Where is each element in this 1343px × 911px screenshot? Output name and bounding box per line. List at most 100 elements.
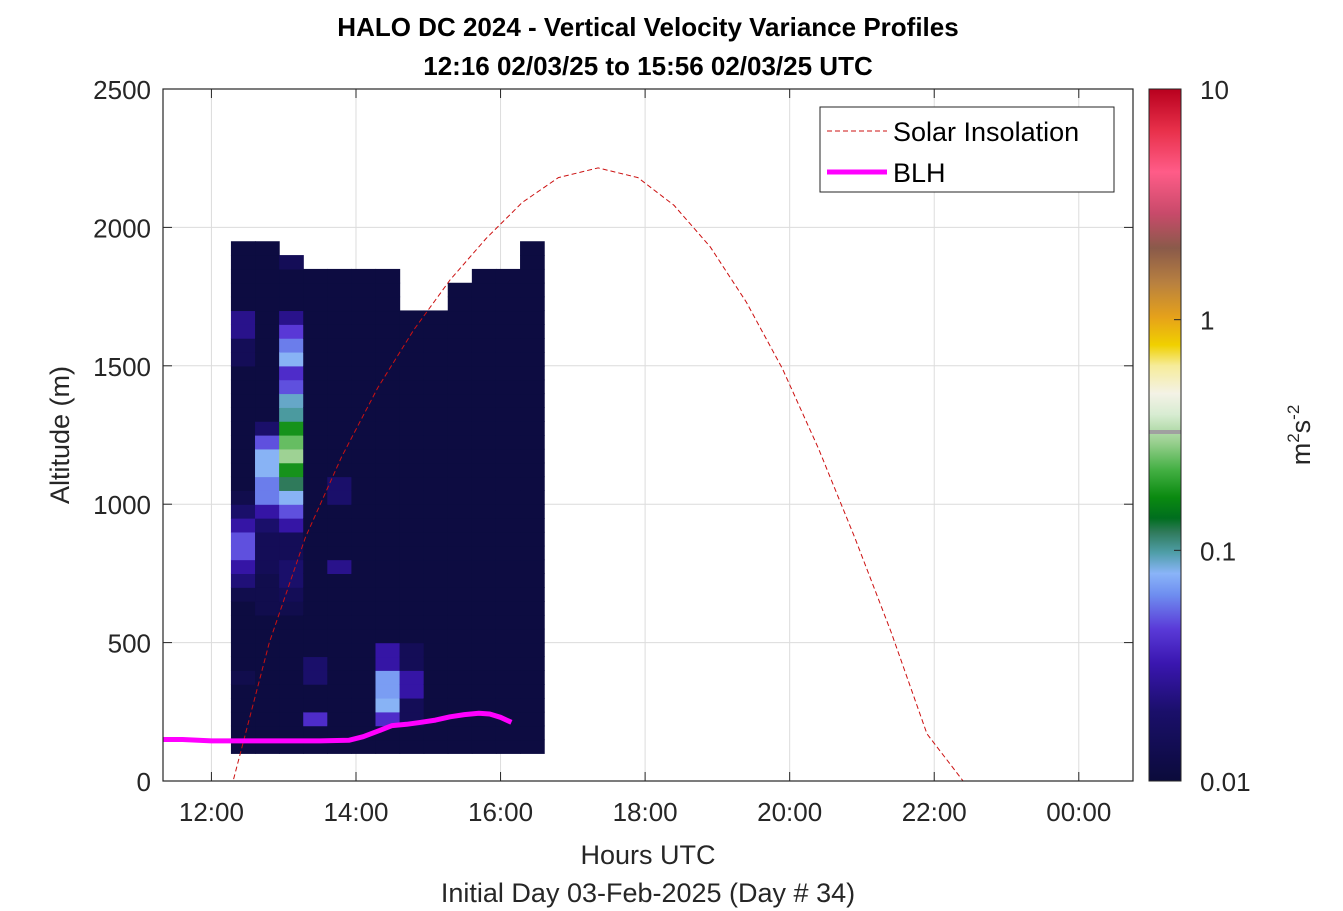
heatmap-cell	[520, 587, 545, 602]
heatmap-cell	[471, 559, 497, 574]
heatmap-cell	[495, 365, 521, 381]
y-tick-label: 0	[137, 767, 151, 797]
heatmap-cell	[255, 587, 280, 602]
heatmap-cell	[279, 601, 304, 616]
heatmap-cell	[471, 573, 497, 588]
heatmap-cell	[520, 628, 545, 644]
heatmap-cell	[495, 421, 521, 436]
heatmap-cell	[303, 393, 328, 408]
heatmap-cell	[520, 255, 545, 270]
heatmap-cell	[520, 476, 545, 491]
y-tick-label: 2000	[93, 213, 151, 243]
heatmap-cell	[230, 296, 256, 312]
heatmap-cell	[447, 296, 473, 312]
heatmap-cell	[279, 296, 304, 312]
heatmap-cell	[520, 531, 545, 547]
heatmap-cell	[399, 310, 425, 325]
heatmap-cell	[447, 435, 473, 450]
heatmap-cell	[327, 656, 352, 671]
heatmap-cell	[327, 559, 352, 574]
heatmap-cell	[375, 407, 401, 422]
heatmap-cell	[279, 587, 304, 602]
heatmap-cell	[327, 684, 352, 699]
heatmap-cell	[423, 684, 449, 699]
heatmap-cell	[303, 642, 328, 658]
heatmap-cell	[303, 462, 328, 478]
colorbar-bar	[1149, 89, 1181, 781]
heatmap-cell	[230, 684, 256, 699]
heatmap-cell	[230, 670, 256, 685]
heatmap-cell	[447, 310, 473, 325]
heatmap-cell	[423, 739, 449, 754]
heatmap-cell	[520, 490, 545, 505]
heatmap-cell	[520, 379, 545, 395]
heatmap-cell	[423, 490, 449, 505]
heatmap-cell	[327, 697, 352, 713]
heatmap-cell	[351, 518, 377, 533]
x-tick-label: 20:00	[757, 797, 822, 827]
heatmap-cell	[255, 628, 280, 644]
heatmap-cell	[423, 573, 449, 588]
heatmap-cell	[495, 573, 521, 588]
heatmap-cell	[279, 407, 304, 422]
heatmap-cell	[447, 421, 473, 436]
heatmap-cell	[327, 448, 352, 464]
heatmap-cell	[423, 310, 449, 325]
heatmap-cell	[495, 587, 521, 602]
heatmap-cell	[351, 697, 377, 713]
heatmap-cell	[471, 296, 497, 312]
heatmap-cell	[520, 504, 545, 519]
heatmap-cell	[375, 601, 401, 616]
heatmap-cell	[447, 365, 473, 381]
heatmap-cell	[423, 518, 449, 533]
heatmap-cell	[375, 310, 401, 325]
chart-subtitle: 12:16 02/03/25 to 15:56 02/03/25 UTC	[423, 51, 873, 81]
heatmap-cell	[495, 545, 521, 561]
heatmap-cell	[471, 642, 497, 658]
heatmap-cell	[230, 310, 256, 325]
heatmap-cell	[351, 421, 377, 436]
heatmap-cell	[495, 725, 521, 741]
heatmap-cell	[375, 296, 401, 312]
colorbar-label-sup1: 2	[1284, 433, 1303, 442]
heatmap-cell	[351, 587, 377, 602]
heatmap-cell	[327, 642, 352, 658]
heatmap-cell	[255, 614, 280, 630]
heatmap-cell	[255, 573, 280, 588]
heatmap-cell	[495, 462, 521, 478]
heatmap-cell	[471, 656, 497, 671]
heatmap-cell	[303, 351, 328, 367]
heatmap-cell	[375, 518, 401, 533]
heatmap-cell	[520, 462, 545, 478]
heatmap-cell	[471, 504, 497, 519]
colorbar-label-sup2: -2	[1284, 405, 1303, 420]
heatmap-cell	[279, 518, 304, 533]
heatmap-cell	[303, 614, 328, 630]
heatmap-cell	[351, 435, 377, 450]
heatmap-cell	[375, 614, 401, 630]
heatmap-cell	[471, 684, 497, 699]
colorbar-tick-label: 1	[1200, 306, 1214, 336]
heatmap-cell	[399, 573, 425, 588]
heatmap-cell	[447, 407, 473, 422]
heatmap-cell	[447, 338, 473, 353]
heatmap-cell	[327, 338, 352, 353]
heatmap-cell	[351, 296, 377, 312]
heatmap-cell	[327, 711, 352, 727]
heatmap-cell	[471, 476, 497, 491]
colorbar-label-mid: s	[1286, 420, 1316, 434]
heatmap-cell	[520, 448, 545, 464]
heatmap-cell	[375, 282, 401, 298]
y-tick-label: 1500	[93, 352, 151, 382]
heatmap-cell	[303, 559, 328, 574]
heatmap-cell	[351, 642, 377, 658]
legend-box	[819, 106, 1115, 193]
heatmap-cell	[471, 365, 497, 381]
heatmap-cell	[520, 559, 545, 574]
heatmap-cell	[303, 670, 328, 685]
x-tick-label: 12:00	[179, 797, 244, 827]
y-tick-label: 1000	[93, 490, 151, 520]
heatmap-cell	[375, 739, 401, 754]
heatmap-cell	[447, 448, 473, 464]
y-axis-label: Altitude (m)	[45, 366, 75, 504]
